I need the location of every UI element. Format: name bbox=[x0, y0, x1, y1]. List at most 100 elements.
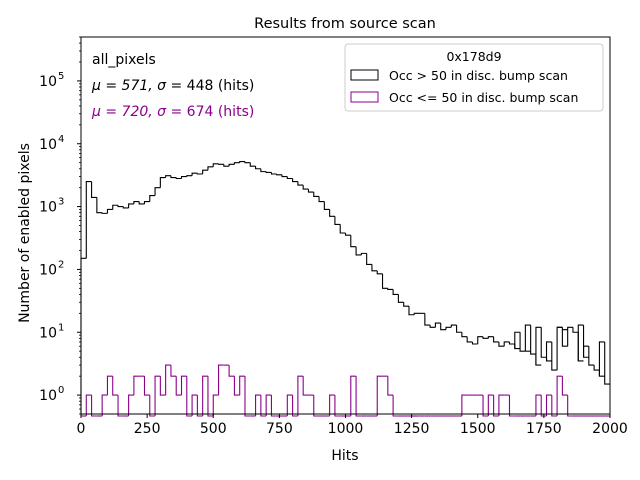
histogram-bin bbox=[556, 375, 563, 416]
histogram-bin bbox=[434, 322, 441, 328]
histogram-bin bbox=[498, 341, 505, 347]
x-tick-label: 0 bbox=[77, 421, 86, 437]
histogram-bin bbox=[217, 163, 224, 165]
y-axis-label: Number of enabled pixels bbox=[17, 143, 33, 323]
legend: 0x178d9 Occ > 50 in disc. bump scan Occ … bbox=[344, 43, 604, 112]
histogram-bin bbox=[191, 394, 198, 416]
annotation-stats-purple: μ = 720, σ = 674 (hits) bbox=[91, 104, 254, 120]
histogram-bin bbox=[503, 341, 510, 347]
histogram-bin bbox=[292, 178, 298, 183]
histogram-bin bbox=[567, 395, 573, 417]
histogram-bin bbox=[159, 376, 166, 396]
histogram-bin bbox=[91, 181, 97, 198]
histogram-bin bbox=[133, 201, 140, 204]
histogram-bin bbox=[159, 176, 166, 188]
histogram-bin bbox=[138, 201, 145, 205]
histogram-bin bbox=[281, 174, 288, 178]
histogram-bin bbox=[292, 395, 298, 417]
histogram-bin bbox=[329, 394, 335, 416]
annotation-stats-black: μ = 571, σ = 448 (hits) bbox=[91, 78, 254, 94]
histogram-bin bbox=[540, 327, 547, 358]
x-tick-label: 1750 bbox=[526, 421, 562, 437]
histogram-bin bbox=[228, 365, 235, 377]
histogram-bin bbox=[265, 394, 272, 416]
histogram-bin bbox=[244, 161, 251, 164]
histogram-bin bbox=[249, 162, 256, 167]
histogram-bin bbox=[329, 209, 335, 217]
histogram-bin bbox=[540, 395, 547, 417]
histogram-bin bbox=[313, 192, 320, 197]
histogram-bin bbox=[561, 329, 568, 347]
histogram-bin bbox=[598, 341, 605, 377]
y-tick-exponent: 1 bbox=[58, 322, 64, 333]
histogram-bin bbox=[117, 205, 124, 208]
histogram-bin bbox=[196, 173, 203, 175]
histogram-bin bbox=[508, 341, 515, 345]
histogram-bin bbox=[128, 203, 134, 208]
y-tick-label: 10 bbox=[39, 137, 57, 153]
histogram-bin bbox=[350, 375, 357, 416]
x-tick-label: 750 bbox=[266, 421, 293, 437]
histogram-bin bbox=[217, 364, 224, 396]
histogram-bin bbox=[355, 376, 362, 417]
histogram-bin bbox=[101, 212, 108, 214]
histogram-bin bbox=[339, 224, 346, 234]
histogram-bin bbox=[498, 394, 505, 416]
histogram-bin bbox=[307, 189, 314, 193]
histogram-bin bbox=[96, 197, 103, 214]
histogram-bin bbox=[487, 394, 494, 416]
histogram-bin bbox=[270, 395, 277, 417]
legend-title: 0x178d9 bbox=[446, 49, 501, 64]
chart-title: Results from source scan bbox=[254, 16, 436, 32]
x-axis: 0 250 500 750 1000 1250 1500 1750 2000 bbox=[77, 414, 628, 437]
series-layer bbox=[80, 161, 610, 417]
histogram-bin bbox=[572, 327, 579, 333]
legend-entry-purple: Occ <= 50 in disc. bump scan bbox=[389, 90, 578, 105]
histogram-bin bbox=[112, 204, 119, 210]
histogram-bin bbox=[387, 288, 394, 290]
histogram-bin bbox=[265, 171, 272, 173]
histogram-bin bbox=[276, 174, 283, 176]
histogram-bin bbox=[85, 394, 92, 416]
histogram-bin bbox=[212, 163, 219, 167]
histogram-bin bbox=[487, 336, 494, 339]
histogram-bin bbox=[535, 394, 542, 416]
histogram-bin bbox=[376, 270, 383, 275]
histogram-bin bbox=[180, 176, 187, 179]
histogram-bin bbox=[260, 395, 267, 417]
histogram-bin bbox=[593, 365, 600, 371]
histogram-bin bbox=[524, 324, 531, 352]
histogram-bin bbox=[397, 294, 404, 303]
histogram-bin bbox=[429, 325, 436, 328]
histogram-bin bbox=[392, 395, 399, 417]
histogram-bin bbox=[207, 376, 214, 417]
histogram-bin bbox=[143, 376, 150, 396]
histogram-bin bbox=[255, 394, 261, 416]
histogram-bin bbox=[323, 201, 330, 211]
histogram-bin bbox=[117, 395, 124, 417]
histogram-bin bbox=[302, 185, 309, 190]
histogram-bin bbox=[355, 246, 362, 256]
histogram-bin bbox=[403, 302, 409, 307]
histogram-bin bbox=[297, 375, 304, 416]
histogram-bin bbox=[561, 376, 568, 396]
x-tick-label: 1250 bbox=[394, 421, 430, 437]
histogram-bin bbox=[180, 375, 187, 396]
histogram-bin bbox=[154, 375, 161, 416]
x-tick-label: 250 bbox=[134, 421, 161, 437]
histogram-bin bbox=[519, 332, 526, 352]
histogram-bin bbox=[350, 235, 357, 248]
histogram-bin bbox=[186, 175, 193, 177]
histogram-bin bbox=[286, 176, 293, 180]
histogram-bin bbox=[302, 376, 309, 396]
histogram-bin bbox=[482, 336, 489, 339]
histogram-bin bbox=[545, 341, 552, 361]
histogram-bin bbox=[551, 395, 558, 417]
histogram-bin bbox=[228, 163, 235, 167]
x-tick-label: 500 bbox=[200, 421, 227, 437]
series-1 bbox=[81, 364, 610, 417]
histogram-bin bbox=[583, 345, 589, 358]
histogram-bin bbox=[223, 164, 230, 167]
histogram-bin bbox=[456, 325, 462, 333]
